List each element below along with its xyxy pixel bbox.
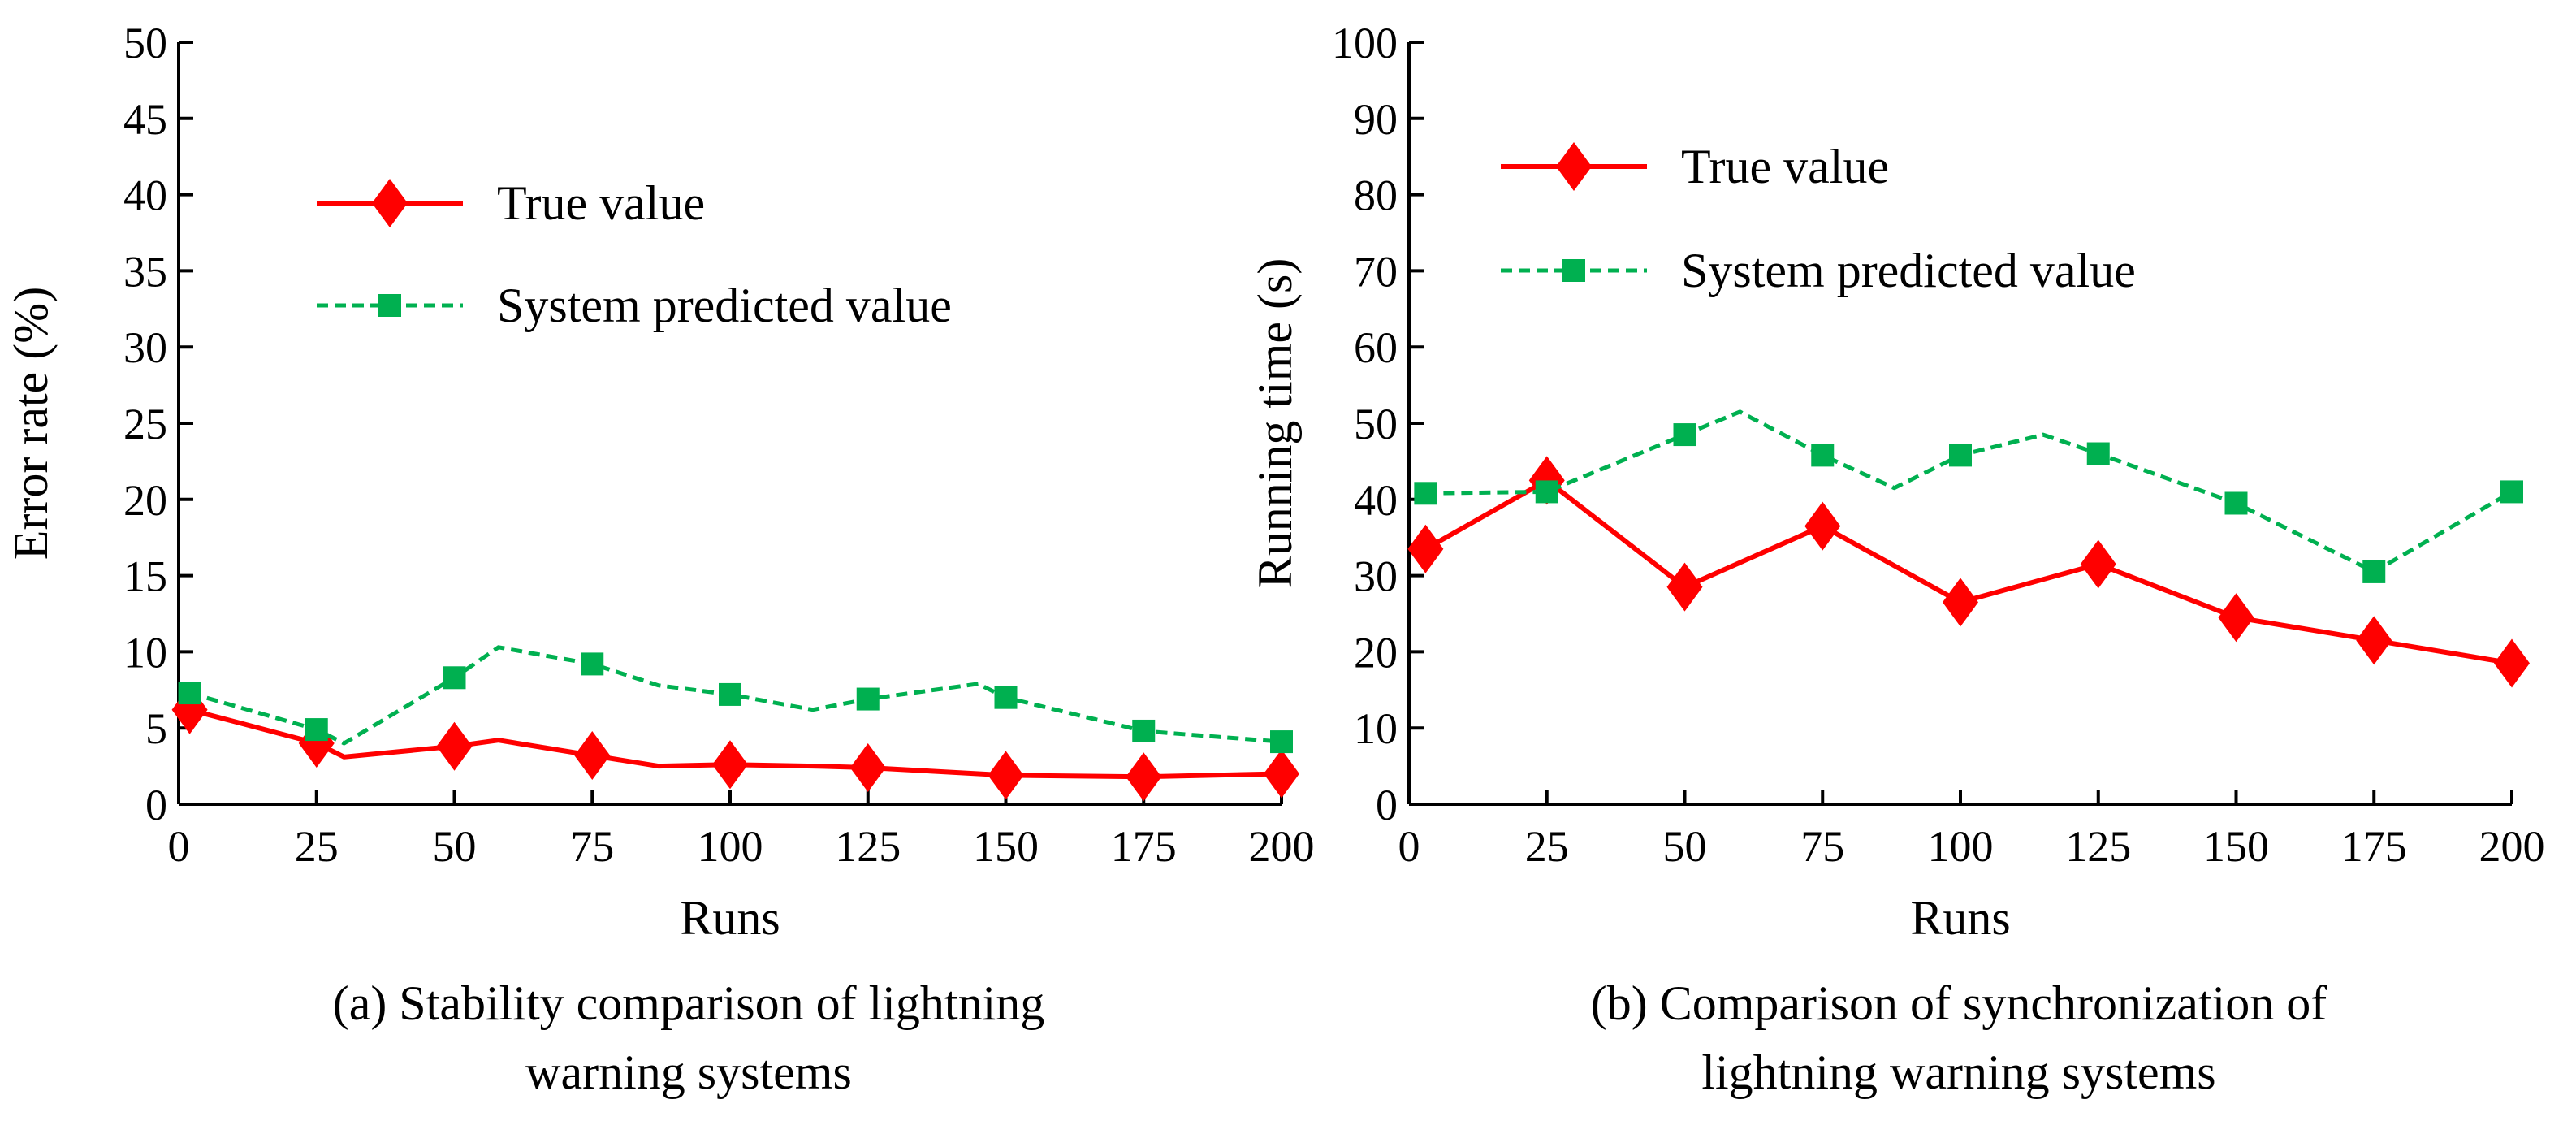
y-tick-label: 100 <box>1332 19 1398 67</box>
predicted-value-marker <box>856 687 880 711</box>
predicted-value-marker <box>443 666 466 690</box>
true-value-marker <box>436 721 473 771</box>
x-tick-label: 25 <box>295 822 339 871</box>
legend-marker <box>378 294 401 317</box>
y-tick-label: 25 <box>123 400 167 448</box>
true-value-marker <box>2080 539 2116 589</box>
y-tick-label: 80 <box>1354 171 1398 220</box>
y-tick-label: 50 <box>1354 400 1398 448</box>
x-tick-label: 200 <box>1249 822 1315 871</box>
true-value-marker <box>2218 593 2254 643</box>
y-tick-label: 10 <box>1354 704 1398 753</box>
y-tick-label: 15 <box>123 552 167 601</box>
y-tick-label: 20 <box>1354 628 1398 677</box>
y-tick-label: 35 <box>123 247 167 296</box>
predicted-value-marker <box>1949 444 1972 467</box>
x-tick-label: 50 <box>1663 822 1707 871</box>
chart-caption-line: warning systems <box>525 1045 852 1099</box>
y-tick-label: 20 <box>123 476 167 525</box>
predicted-value-marker <box>994 686 1018 709</box>
legend-marker <box>372 179 408 227</box>
true-value-line <box>1424 478 2513 666</box>
true-value-marker <box>1264 749 1299 799</box>
x-tick-label: 125 <box>835 822 901 871</box>
true-value-marker <box>1126 752 1162 802</box>
true-value-marker <box>2494 638 2530 688</box>
chart-caption-line: (a) Stability comparison of lightning <box>333 976 1045 1030</box>
x-tick-label: 150 <box>973 822 1039 871</box>
y-tick-label: 60 <box>1354 323 1398 372</box>
x-tick-label: 0 <box>168 822 190 871</box>
predicted-value-marker <box>719 682 741 706</box>
predicted-value-marker <box>2086 442 2110 465</box>
predicted-value-marker <box>2224 491 2248 515</box>
true-value-marker <box>1666 562 1703 612</box>
legend-label: System predicted value <box>1681 244 2136 297</box>
true-value-marker <box>712 740 748 790</box>
y-tick-label: 40 <box>1354 476 1398 525</box>
predicted-value-marker <box>1414 482 1437 505</box>
legend-label: True value <box>1681 140 1889 193</box>
x-axis-title: Runs <box>680 891 780 945</box>
x-tick-label: 175 <box>2341 822 2407 871</box>
predicted-value-marker <box>1811 444 1835 467</box>
predicted-value-marker <box>1535 480 1558 504</box>
true-value-marker <box>988 751 1024 800</box>
x-tick-label: 200 <box>2479 822 2545 871</box>
x-tick-label: 50 <box>433 822 477 871</box>
predicted-value-line <box>1425 409 2513 574</box>
predicted-value-marker <box>1270 730 1293 754</box>
legend-marker <box>1556 142 1592 191</box>
true-value-marker <box>2356 616 2392 665</box>
y-tick-label: 70 <box>1354 247 1398 296</box>
true-value-marker <box>849 742 886 792</box>
chart-caption-line: lightning warning systems <box>1701 1045 2215 1099</box>
y-tick-label: 45 <box>123 95 167 144</box>
y-tick-label: 10 <box>123 628 167 677</box>
true-value-marker <box>574 730 611 780</box>
legend-label: True value <box>497 176 705 230</box>
y-tick-label: 0 <box>1376 781 1398 829</box>
predicted-value-marker <box>305 718 328 742</box>
predicted-value-marker <box>581 652 604 676</box>
x-tick-label: 175 <box>1111 822 1177 871</box>
x-tick-label: 150 <box>2203 822 2269 871</box>
legend-marker <box>1562 259 1585 282</box>
true-value-marker <box>1943 578 1978 627</box>
y-axis-title: Running time (s) <box>1248 258 1302 589</box>
true-value-marker <box>1407 524 1444 573</box>
x-axis-title: Runs <box>1910 891 2010 945</box>
chart-caption-line: (b) Comparison of synchronization of <box>1591 976 2327 1030</box>
y-tick-label: 0 <box>145 781 167 829</box>
chart-b: 0 10 20 30 40 50 60 70 80 90 100 0 25 50 75 100 125 150 17… <box>1248 19 2545 1099</box>
y-tick-label: 5 <box>145 704 167 753</box>
predicted-value-marker <box>2362 560 2386 583</box>
x-tick-label: 75 <box>570 822 614 871</box>
x-tick-label: 25 <box>1525 822 1569 871</box>
predicted-value-marker <box>1673 423 1696 447</box>
y-tick-label: 30 <box>123 323 167 372</box>
chart-a: 0 5 10 15 20 25 30 35 40 45 50 0 25 50 75 100 125 150 175 2… <box>4 19 1315 1099</box>
y-tick-label: 90 <box>1354 95 1398 144</box>
predicted-value-marker <box>1132 719 1156 742</box>
x-tick-label: 100 <box>1928 822 1994 871</box>
x-tick-label: 0 <box>1398 822 1420 871</box>
true-value-marker <box>1804 501 1841 551</box>
x-tick-label: 125 <box>2065 822 2131 871</box>
y-tick-label: 40 <box>123 171 167 220</box>
predicted-value-marker <box>178 682 201 705</box>
x-tick-label: 100 <box>698 822 763 871</box>
y-tick-label: 30 <box>1354 552 1398 601</box>
x-tick-label: 75 <box>1800 822 1844 871</box>
predicted-value-marker <box>2500 480 2523 504</box>
y-axis-title: Error rate (%) <box>4 287 58 560</box>
legend-label: System predicted value <box>497 279 952 332</box>
y-tick-label: 50 <box>123 19 167 67</box>
